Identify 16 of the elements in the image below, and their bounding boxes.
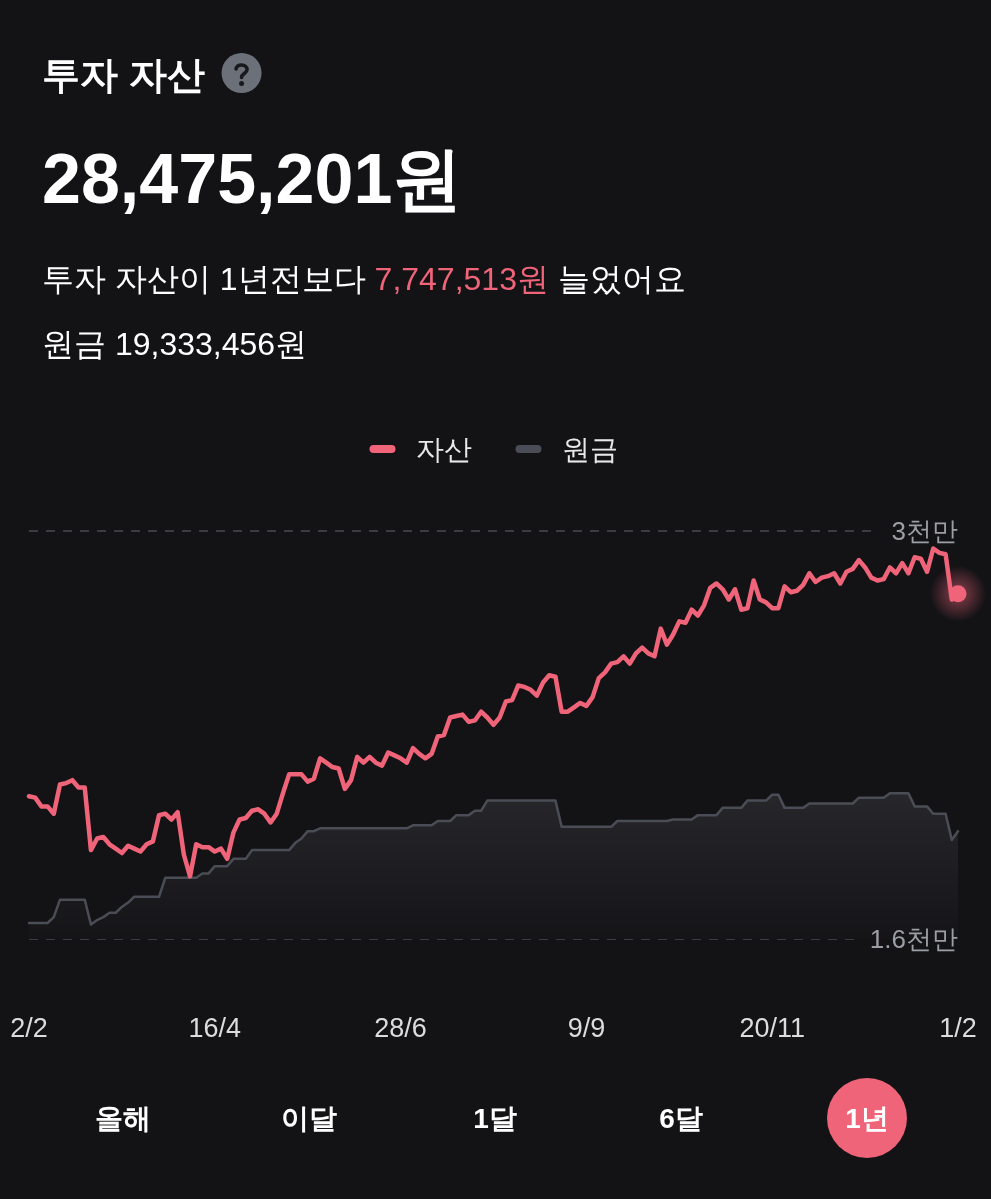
y-tick-label: 1.6천만 [869,924,958,954]
x-tick-label: 2/2 [10,1013,48,1043]
text: 투자 자산이 1년전보다 [42,261,366,297]
x-tick-label: 1/2 [939,1013,977,1043]
text: 늘었어요 [557,261,686,297]
legend-label: 원금 [561,433,618,465]
x-tick-label: 16/4 [188,1013,242,1043]
x-tick-label: 28/6 [374,1013,427,1043]
x-tick-label: 9/9 [567,1013,606,1043]
x-tick-label: 20/11 [739,1013,805,1043]
text: 7,747,513원 [374,261,549,297]
chart-title: 투자 자산 [42,54,205,96]
chart-subtitle: 28,475,201원 [42,140,463,218]
legend-label: 자산 [415,433,472,465]
text: 원금 19,333,456원 [42,326,308,362]
y-tick-label: 3천만 [891,516,958,546]
